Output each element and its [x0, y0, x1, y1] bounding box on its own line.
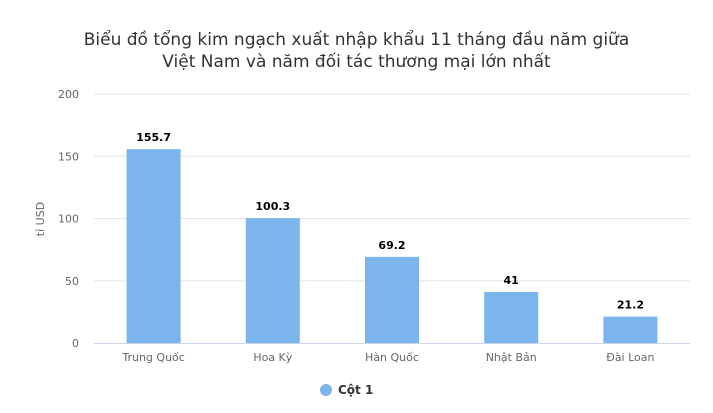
- x-tick-label: Đài Loan: [606, 351, 654, 364]
- x-tick-label: Trung Quốc: [121, 351, 184, 364]
- title-line-1: Biểu đồ tổng kim ngạch xuất nhập khẩu 11…: [83, 30, 630, 50]
- data-label: 41: [504, 274, 519, 287]
- data-label: 100.3: [255, 200, 290, 213]
- y-tick-label: 100: [58, 213, 79, 226]
- x-tick-label: Hoa Kỳ: [253, 351, 292, 364]
- data-label: 155.7: [136, 131, 171, 144]
- x-tick-label: Nhật Bản: [486, 351, 537, 364]
- bar: [126, 149, 181, 343]
- title-line-2: Việt Nam và năm đối tác thương mại lớn n…: [162, 52, 551, 72]
- bar: [245, 218, 300, 343]
- y-tick-label: 50: [65, 275, 79, 288]
- legend-marker: [320, 384, 332, 396]
- chart-title: Biểu đồ tổng kim ngạch xuất nhập khẩu 11…: [0, 29, 713, 73]
- bar: [603, 316, 658, 343]
- y-tick-label: 150: [58, 150, 79, 163]
- y-tick-label: 200: [58, 88, 79, 101]
- y-axis-title: tỉ USD: [34, 202, 47, 236]
- x-tick-label: Hàn Quốc: [365, 351, 419, 364]
- bar: [365, 256, 419, 343]
- legend-item[interactable]: Cột 1: [338, 383, 373, 397]
- bar: [484, 291, 539, 343]
- data-label: 69.2: [378, 239, 405, 252]
- data-label: 21.2: [617, 299, 644, 312]
- y-tick-label: 0: [72, 337, 79, 350]
